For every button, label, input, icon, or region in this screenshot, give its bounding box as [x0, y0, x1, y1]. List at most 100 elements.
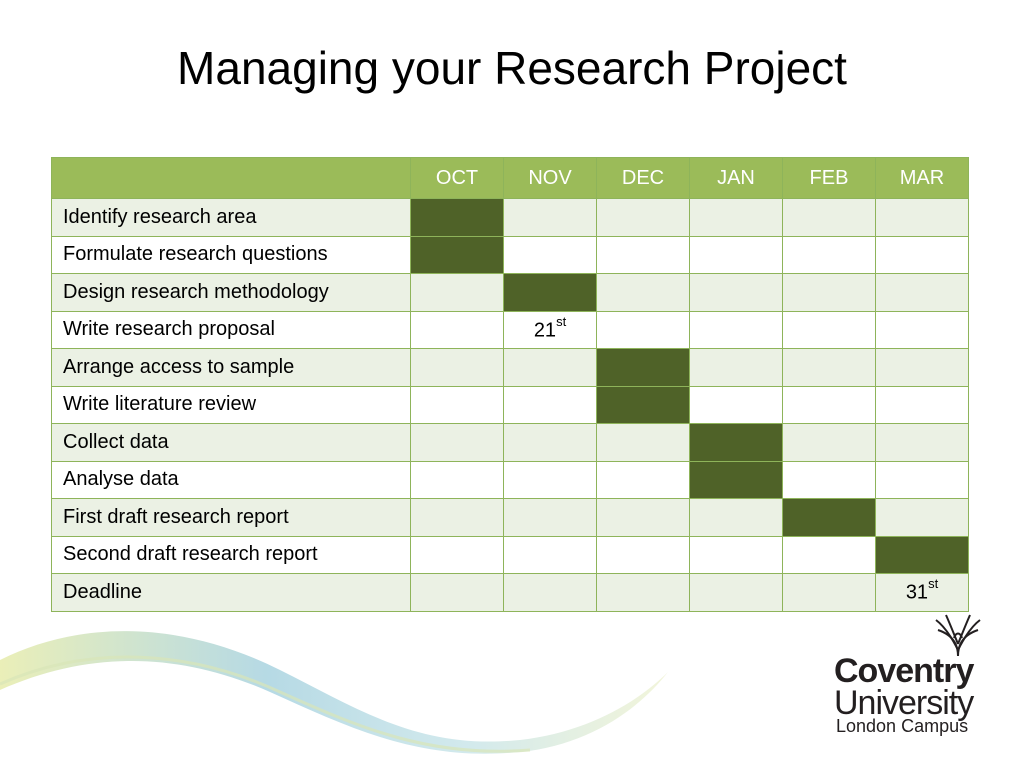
task-row: First draft research report — [51, 498, 969, 537]
timeline-cell-feb — [782, 535, 876, 574]
header-month-dec: DEC — [596, 157, 690, 199]
gantt-body: Identify research area Formulate research… — [51, 198, 969, 612]
timeline-cell-nov — [503, 535, 597, 574]
timeline-cell-feb — [782, 573, 876, 612]
timeline-cell-mar — [875, 423, 969, 462]
timeline-cell-mar — [875, 235, 969, 274]
timeline-cell-feb — [782, 423, 876, 462]
timeline-bar-jan — [689, 423, 783, 462]
timeline-cell-nov — [503, 460, 597, 499]
header-month-mar: MAR — [875, 157, 969, 199]
task-row: Deadline 31st — [51, 573, 969, 612]
timeline-cell-feb — [782, 273, 876, 312]
timeline-cell-oct — [410, 348, 504, 387]
task-label: Second draft research report — [51, 535, 411, 574]
header-month-oct: OCT — [410, 157, 504, 199]
timeline-cell-dec — [596, 535, 690, 574]
header-month-feb: FEB — [782, 157, 876, 199]
timeline-cell-oct — [410, 310, 504, 349]
coventry-logo: Coventry University London Campus — [830, 612, 990, 742]
header-row: OCT NOV DEC JAN FEB MAR — [51, 157, 969, 199]
timeline-bar-jan — [689, 460, 783, 499]
decorative-wave — [0, 631, 668, 754]
logo-campus: London Campus — [836, 716, 969, 736]
timeline-cell-mar — [875, 498, 969, 537]
timeline-cell-oct — [410, 385, 504, 424]
timeline-cell-oct — [410, 423, 504, 462]
timeline-cell-jan — [689, 498, 783, 537]
timeline-cell-dec — [596, 310, 690, 349]
timeline-cell-nov — [503, 348, 597, 387]
timeline-cell-oct — [410, 535, 504, 574]
timeline-cell-dec — [596, 573, 690, 612]
timeline-cell-nov — [503, 235, 597, 274]
task-label: Collect data — [51, 423, 411, 462]
task-row: Analyse data — [51, 460, 969, 499]
timeline-cell-nov — [503, 385, 597, 424]
task-label: First draft research report — [51, 498, 411, 537]
timeline-cell-nov — [503, 198, 597, 237]
header-month-jan: JAN — [689, 157, 783, 199]
timeline-bar-oct — [410, 235, 504, 274]
gantt-table: OCT NOV DEC JAN FEB MAR Identify research are… — [51, 157, 969, 612]
timeline-cell-dec — [596, 273, 690, 312]
timeline-cell-jan — [689, 348, 783, 387]
logo-coventry: Coventry — [834, 652, 974, 690]
task-label: Analyse data — [51, 460, 411, 499]
date-day: 21 — [533, 319, 557, 342]
timeline-cell-mar — [875, 348, 969, 387]
timeline-cell-feb — [782, 460, 876, 499]
date-mark-nov: 21st — [503, 310, 597, 349]
timeline-cell-dec — [596, 198, 690, 237]
date-suffix: st — [556, 313, 567, 329]
timeline-cell-jan — [689, 535, 783, 574]
timeline-bar-mar — [875, 535, 969, 574]
timeline-cell-dec — [596, 460, 690, 499]
timeline-cell-oct — [410, 460, 504, 499]
timeline-bar-dec — [596, 348, 690, 387]
task-row: Write literature review — [51, 385, 969, 424]
timeline-cell-dec — [596, 235, 690, 274]
date-suffix: st — [928, 576, 939, 592]
timeline-cell-jan — [689, 385, 783, 424]
task-row: Identify research area — [51, 198, 969, 237]
timeline-cell-dec — [596, 498, 690, 537]
timeline-cell-jan — [689, 273, 783, 312]
task-row: Write research proposal 21st — [51, 310, 969, 349]
timeline-bar-nov — [503, 273, 597, 312]
timeline-cell-mar — [875, 310, 969, 349]
timeline-bar-oct — [410, 198, 504, 237]
timeline-bar-dec — [596, 385, 690, 424]
header-month-nov: NOV — [503, 157, 597, 199]
timeline-cell-dec — [596, 423, 690, 462]
timeline-cell-nov — [503, 423, 597, 462]
task-label: Formulate research questions — [51, 235, 411, 274]
task-label: Arrange access to sample — [51, 348, 411, 387]
task-label: Identify research area — [51, 198, 411, 237]
slide-title: Managing your Research Project — [177, 42, 847, 94]
timeline-cell-feb — [782, 310, 876, 349]
task-row: Arrange access to sample — [51, 348, 969, 387]
task-label: Deadline — [51, 573, 411, 612]
timeline-cell-mar — [875, 385, 969, 424]
task-row: Collect data — [51, 423, 969, 462]
date-day: 31 — [905, 582, 929, 605]
timeline-cell-nov — [503, 573, 597, 612]
timeline-cell-feb — [782, 198, 876, 237]
timeline-cell-jan — [689, 310, 783, 349]
timeline-cell-oct — [410, 498, 504, 537]
task-label: Design research methodology — [51, 273, 411, 312]
timeline-cell-mar — [875, 460, 969, 499]
task-row: Design research methodology — [51, 273, 969, 312]
timeline-bar-feb — [782, 498, 876, 537]
date-mark-mar: 31st — [875, 573, 969, 612]
timeline-cell-nov — [503, 498, 597, 537]
timeline-cell-mar — [875, 198, 969, 237]
timeline-cell-jan — [689, 573, 783, 612]
phoenix-crest-icon — [935, 614, 981, 657]
task-label: Write literature review — [51, 385, 411, 424]
header-corner-cell — [51, 157, 411, 199]
task-label: Write research proposal — [51, 310, 411, 349]
timeline-cell-oct — [410, 273, 504, 312]
timeline-cell-feb — [782, 348, 876, 387]
